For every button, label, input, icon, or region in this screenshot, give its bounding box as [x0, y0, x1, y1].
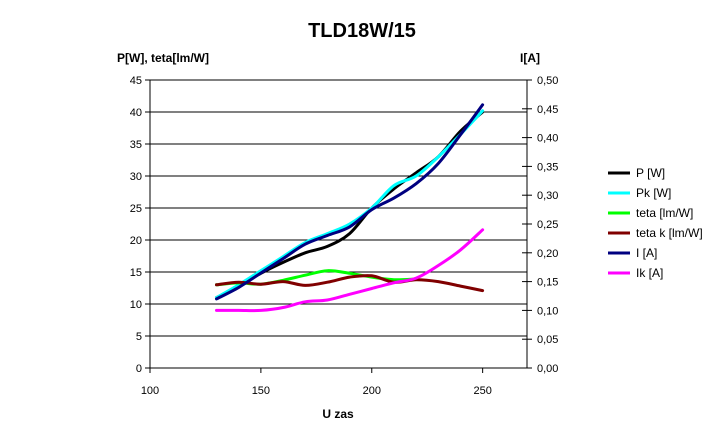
y-left-tick-label: 35 — [130, 139, 142, 151]
legend: P [W] Pk [W] teta [lm/W] teta k [lm/W] I [A]… — [608, 166, 703, 280]
x-tick-label: 100 — [141, 385, 159, 397]
y-left-axis-title: P[W], teta[lm/W] — [117, 51, 209, 65]
y-right-tick-label: 0,40 — [537, 133, 558, 145]
legend-label: P [W] — [636, 166, 665, 180]
y-right-tick-label: 0,25 — [537, 219, 558, 231]
series-lines — [215, 103, 485, 313]
axes: 0 5 10 15 20 25 30 35 40 45 0,00 0,05 0,10 0,15 0,20 0,… — [130, 75, 559, 397]
y-right-tick-label: 0,05 — [537, 334, 558, 346]
legend-label: Pk [W] — [636, 186, 671, 200]
legend-label: teta [lm/W] — [636, 206, 693, 220]
grid-lines — [150, 79, 527, 337]
y-left-tick-label: 0 — [136, 363, 142, 375]
x-axis-title: U zas — [322, 407, 354, 421]
y-right-axis-title: I[A] — [520, 51, 540, 65]
y-right-tick-label: 0,15 — [537, 277, 558, 289]
y-right-tick-label: 0,50 — [537, 75, 558, 87]
y-left-tick-label: 10 — [130, 299, 142, 311]
x-tick-label: 150 — [252, 385, 270, 397]
y-right-tick-label: 0,20 — [537, 248, 558, 260]
y-right-tick-label: 0,00 — [537, 363, 558, 375]
x-tick-label: 250 — [473, 385, 491, 397]
y-left-tick-label: 15 — [130, 267, 142, 279]
y-left-tick-label: 5 — [136, 331, 142, 343]
y-left-tick-label: 30 — [130, 171, 142, 183]
series-line-4 — [215, 103, 485, 301]
legend-label: I [A] — [636, 246, 657, 260]
y-right-tick-label: 0,45 — [537, 104, 558, 116]
x-tick-label: 200 — [363, 385, 381, 397]
y-left-tick-label: 45 — [130, 75, 142, 87]
y-left-tick-label: 40 — [130, 107, 142, 119]
legend-label: Ik [A] — [636, 266, 663, 280]
chart-title: TLD18W/15 — [308, 20, 416, 42]
y-left-tick-label: 20 — [130, 235, 142, 247]
y-right-tick-label: 0,30 — [537, 190, 558, 202]
legend-label: teta k [lm/W] — [636, 226, 703, 240]
series-line-1 — [215, 109, 485, 300]
y-right-tick-label: 0,35 — [537, 161, 558, 173]
y-right-tick-label: 0,10 — [537, 305, 558, 317]
series-line-5 — [215, 228, 485, 313]
y-left-tick-label: 25 — [130, 203, 142, 215]
series-line-3 — [215, 274, 485, 293]
series-line-0 — [215, 110, 485, 300]
